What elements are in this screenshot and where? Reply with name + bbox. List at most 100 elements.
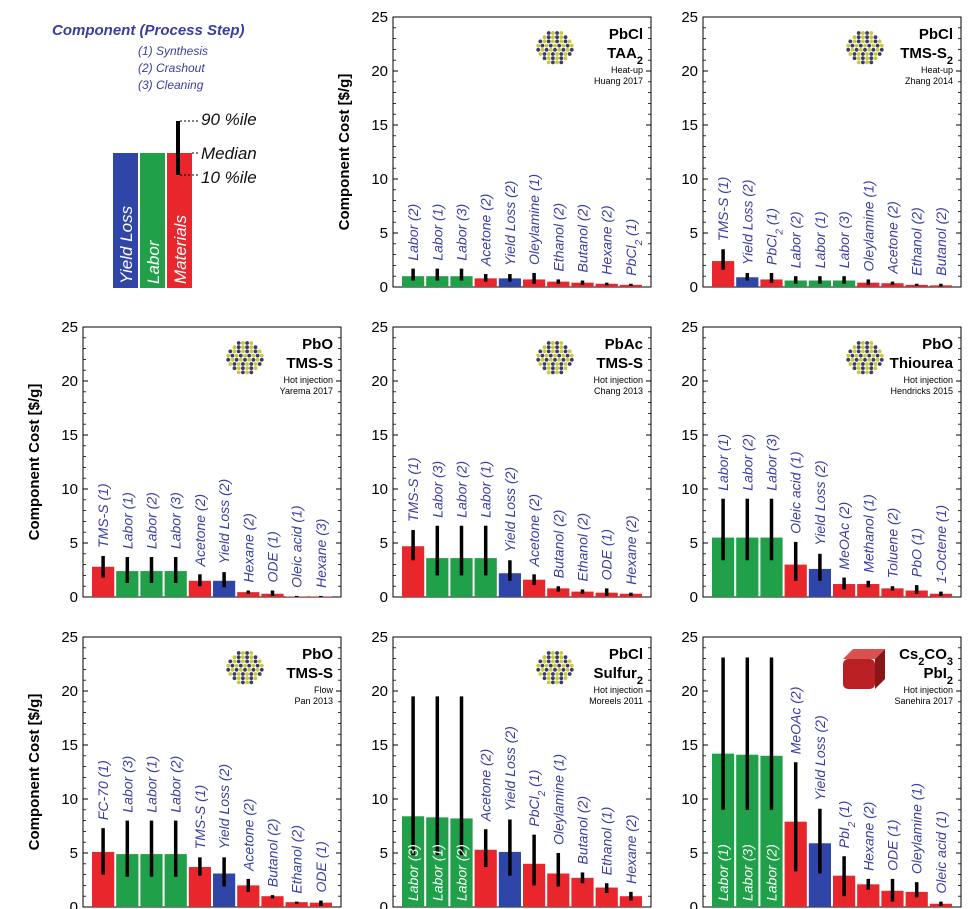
chart-title-line-1: PbAc (605, 336, 643, 353)
legend-step-cleaning: (3) Cleaning (138, 78, 204, 92)
legend-panel: Component (Process Step) (1) Synthesis (… (0, 0, 300, 300)
bar-labor-2 (140, 571, 163, 597)
legend-title: Component (Process Step) (52, 22, 245, 39)
bar-yield-loss-2 (213, 580, 236, 597)
category-label-labor-1: Labor (1) (144, 756, 160, 813)
category-label-labor-2: Labor (2) (739, 434, 755, 491)
bar-butanol-2 (547, 588, 570, 597)
bar-labor-2 (760, 755, 783, 907)
category-label-yield-loss-2: Yield Loss (2) (812, 715, 828, 800)
synthesis-method-label: Heat-up (921, 65, 953, 75)
y-tick-label: 10 (681, 791, 698, 808)
category-label-meoac-2: MeOAc (2) (788, 687, 804, 755)
y-tick-label: 25 (61, 319, 78, 336)
category-label-yield-loss-2: Yield Loss (2) (502, 726, 518, 811)
bar-hexane-2 (619, 896, 642, 907)
legend-swatches: Yield Loss Labor Materials (113, 120, 199, 288)
chart-title-line-1: PbO (922, 336, 953, 353)
category-label-butanol-2: Butanol (2) (575, 796, 591, 864)
reference-label: Huang 2017 (594, 76, 643, 86)
bar-oleylamine-1 (547, 873, 570, 907)
y-tick-label: 0 (380, 279, 388, 296)
y-tick-label: 5 (380, 535, 388, 552)
y-tick-label: 20 (371, 373, 388, 390)
red-cube-nanocrystal-icon (843, 649, 885, 689)
bar-labor-1 (426, 276, 449, 287)
category-label-toluene-2: Toluene (2) (885, 508, 901, 578)
legend-swatch-materials (167, 153, 192, 288)
bar-labor-2 (402, 276, 425, 287)
y-tick-label: 15 (681, 427, 698, 444)
legend-step-synthesis: (1) Synthesis (138, 44, 209, 58)
chart-panel-2: 0 5 10 15 20 25 TMS-S (1) Yield Loss (2) PbCl2 (… (681, 9, 962, 296)
bar-tms-s-1 (712, 261, 735, 287)
category-label-meoac-2: MeOAc (2) (836, 502, 852, 570)
chart-panel-5: 0 5 10 15 20 25 Labor (1) Labor (2) Labor (3) Ole… (681, 319, 962, 606)
category-label-labor-1: Labor (1) (119, 492, 135, 549)
y-axis-label: Component Cost [$/g] (26, 694, 43, 851)
bar-labor-2 (164, 854, 187, 907)
y-tick-label: 0 (380, 899, 388, 909)
reference-label: Zhang 2014 (905, 76, 953, 86)
chart-panel-8: 0 5 10 15 20 25 Labor (1) Labor (3) Labor (2) MeO… (681, 629, 962, 909)
bar-yield-loss-2 (736, 277, 759, 287)
category-label-labor-3: Labor (3) (119, 756, 135, 813)
reference-label: Yarema 2017 (280, 386, 333, 396)
bar-acetone-2 (474, 278, 497, 287)
category-label-labor-2: Labor (2) (454, 844, 470, 901)
bar-yield-loss-2 (498, 851, 521, 907)
y-tick-label: 0 (690, 899, 698, 909)
y-tick-label: 5 (690, 845, 698, 862)
plot-frame (392, 636, 652, 908)
category-label-oleic-acid-1: Oleic acid (1) (788, 451, 804, 533)
category-label-oleylamine-1: Oleylamine (1) (550, 754, 566, 845)
category-label-acetone-2: Acetone (2) (192, 494, 208, 567)
bar-labor-3 (426, 558, 449, 597)
chart-panel-4: 0 5 10 15 20 25 TMS-S (1) Labor (3) Labor (2) Lab… (371, 319, 652, 606)
chart-title-line-2: TMS-S (286, 355, 333, 372)
category-label-acetone-2: Acetone (2) (478, 749, 494, 822)
synthesis-method-label: Hot injection (903, 685, 953, 695)
y-tick-label: 15 (371, 117, 388, 134)
bar-labor-1 (712, 753, 735, 907)
category-label-tms-s-1: TMS-S (1) (95, 483, 111, 548)
category-label-fc-70-1: FC-70 (1) (95, 760, 111, 820)
category-label-hexane-2: Hexane (2) (599, 205, 615, 274)
y-tick-label: 15 (61, 737, 78, 754)
category-label-pbo-1: PbO (1) (909, 528, 925, 577)
y-tick-label: 20 (61, 373, 78, 390)
bar-meoac-2 (833, 584, 856, 597)
category-label-acetone-2: Acetone (2) (478, 194, 494, 267)
dot-cluster-nanocrystal-icon (536, 651, 574, 685)
chart-title-line-1: PbCl (609, 646, 643, 663)
synthesis-method-label: Flow (314, 685, 334, 695)
reference-label: Moreels 2011 (589, 696, 643, 706)
y-tick-label: 15 (681, 737, 698, 754)
y-tick-label: 5 (70, 845, 78, 862)
bar-yield-loss-2 (498, 278, 521, 287)
category-label-labor-1: Labor (1) (429, 204, 445, 261)
bar-yield-loss-2 (498, 573, 521, 597)
y-tick-label: 10 (681, 171, 698, 188)
category-label-labor-3: Labor (3) (764, 434, 780, 491)
category-label-butanol-2: Butanol (2) (265, 819, 281, 887)
bar-labor-1 (712, 537, 735, 597)
category-label-acetone-2: Acetone (2) (526, 494, 542, 567)
synthesis-method-label: Hot injection (593, 375, 643, 385)
category-label-hexane-3: Hexane (3) (313, 519, 329, 588)
category-label-yield-loss-2: Yield Loss (2) (739, 180, 755, 265)
category-label-labor-2: Labor (2) (168, 756, 184, 813)
category-label-yield-loss-2: Yield Loss (2) (502, 467, 518, 552)
bar-acetone-2 (523, 579, 546, 597)
y-tick-label: 25 (371, 9, 388, 26)
chart-title-line-2: TMS-S (596, 355, 643, 372)
category-label-pbcl2-1: PbCl2 (1) (623, 219, 645, 276)
bar-pbcl2-1 (760, 279, 783, 287)
plot-frame (392, 16, 652, 288)
bar-tms-s-1 (188, 867, 211, 907)
chart-title-line-2: Thiourea (890, 355, 954, 372)
legend-label-labor: Labor (144, 239, 163, 284)
bar-labor-1 (140, 854, 163, 907)
category-label-tms-s-1: TMS-S (1) (192, 785, 208, 850)
category-label-butanol-2: Butanol (2) (575, 204, 591, 272)
